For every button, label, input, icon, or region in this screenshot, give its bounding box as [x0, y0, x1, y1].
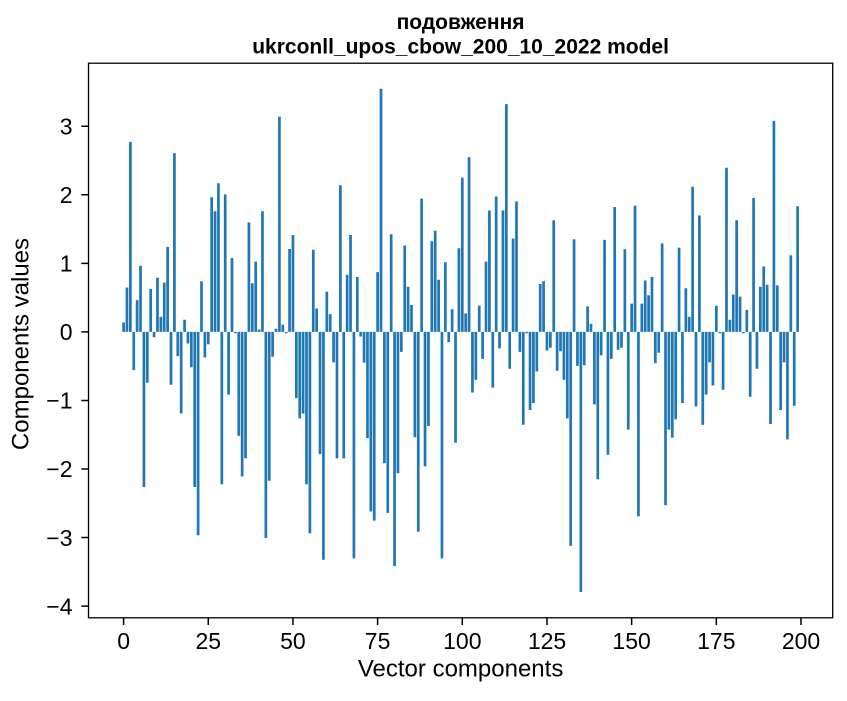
svg-text:−1: −1 [46, 388, 72, 414]
svg-text:150: 150 [612, 628, 650, 654]
svg-text:−3: −3 [46, 525, 72, 551]
svg-text:75: 75 [365, 628, 391, 654]
svg-text:Components values: Components values [8, 238, 35, 450]
svg-text:Vector components: Vector components [358, 656, 563, 683]
svg-text:ukrconll_upos_cbow_200_10_2022: ukrconll_upos_cbow_200_10_2022 model [252, 35, 669, 58]
svg-text:0: 0 [60, 319, 73, 345]
svg-text:200: 200 [782, 628, 820, 654]
svg-text:0: 0 [117, 628, 130, 654]
svg-text:100: 100 [443, 628, 481, 654]
svg-text:3: 3 [60, 113, 73, 139]
svg-text:50: 50 [280, 628, 306, 654]
svg-text:25: 25 [196, 628, 222, 654]
svg-text:175: 175 [697, 628, 735, 654]
svg-text:подовження: подовження [397, 11, 525, 34]
svg-text:2: 2 [60, 182, 73, 208]
svg-text:−2: −2 [46, 456, 72, 482]
svg-text:−4: −4 [46, 593, 72, 619]
svg-text:1: 1 [60, 251, 73, 277]
svg-text:125: 125 [528, 628, 566, 654]
